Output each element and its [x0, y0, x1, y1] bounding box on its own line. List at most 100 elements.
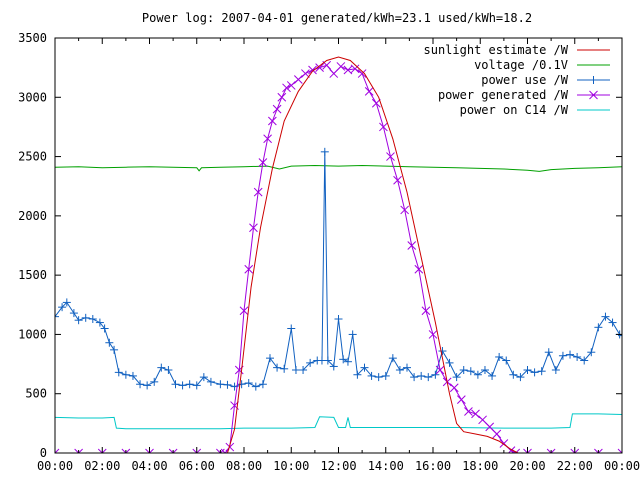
data-point [580, 356, 589, 365]
series-voltage-0-1v [55, 164, 622, 172]
data-point [566, 350, 575, 359]
data-point [320, 147, 329, 156]
data-point [485, 422, 495, 432]
data-point [128, 371, 137, 380]
data-point [178, 381, 187, 390]
data-point [438, 347, 447, 356]
data-point [267, 116, 277, 126]
data-point [452, 373, 461, 382]
data-point [239, 306, 249, 316]
x-tick-label: 22:00 [557, 459, 593, 473]
x-tick-label: 20:00 [509, 459, 545, 473]
data-point [456, 395, 466, 404]
data-point [495, 352, 504, 361]
data-point [291, 366, 300, 374]
data-point [81, 313, 90, 322]
series-line [55, 64, 622, 453]
data-point [258, 158, 268, 167]
series-power-on-c14-w [55, 413, 622, 430]
data-point [473, 370, 482, 379]
series-layer [55, 56, 622, 453]
data-point [357, 69, 367, 78]
data-point [315, 63, 324, 72]
chart-title: Power log: 2007-04-01 generated/kWh=23.1… [142, 11, 532, 25]
series-line [55, 56, 622, 453]
data-point [573, 352, 582, 361]
data-point [410, 373, 419, 382]
data-point [157, 363, 166, 372]
data-point [244, 264, 254, 274]
data-point [95, 318, 104, 327]
data-point [74, 316, 83, 325]
data-point [58, 303, 67, 312]
data-point [395, 366, 404, 374]
data-point [353, 370, 362, 379]
x-tick-label: 04:00 [131, 459, 167, 473]
data-point [393, 175, 402, 185]
data-point [400, 205, 410, 215]
data-point [386, 152, 395, 161]
series-line [55, 164, 622, 172]
legend-label: power on C14 /W [460, 103, 569, 117]
data-point [280, 364, 289, 373]
data-point [272, 104, 282, 114]
data-point [348, 330, 357, 339]
data-point [608, 318, 617, 327]
data-point [299, 366, 308, 374]
data-point [251, 382, 260, 391]
legend-label: voltage /0.1V [474, 58, 568, 72]
data-point [459, 366, 468, 374]
data-point [287, 324, 296, 333]
data-point [258, 380, 267, 389]
x-tick-label: 08:00 [226, 459, 262, 473]
data-point [502, 356, 511, 365]
data-point [282, 83, 291, 93]
data-point [136, 380, 145, 389]
data-point [509, 370, 518, 379]
data-point [249, 223, 258, 233]
data-point [480, 366, 489, 374]
legend-marker [589, 90, 598, 100]
y-tick-label: 500 [25, 387, 47, 401]
data-point [544, 348, 553, 357]
x-tick-label: 14:00 [368, 459, 404, 473]
y-tick-label: 2000 [18, 209, 47, 223]
x-tick-label: 10:00 [273, 459, 309, 473]
x-tick-label: 16:00 [415, 459, 451, 473]
data-point [143, 381, 152, 390]
data-point [449, 383, 459, 393]
data-point [428, 330, 438, 339]
data-point [206, 377, 215, 386]
data-point [617, 448, 622, 453]
data-point [343, 65, 353, 75]
data-point [523, 366, 532, 374]
data-point [100, 324, 109, 333]
series-power-use-w [55, 147, 622, 391]
data-point [171, 380, 180, 389]
data-point [334, 315, 343, 324]
data-point [546, 448, 556, 453]
legend-entry: sunlight estimate /W [424, 43, 610, 57]
data-point [336, 62, 346, 71]
data-point [339, 355, 348, 364]
data-point [114, 368, 123, 377]
data-point [618, 331, 622, 340]
data-point [223, 380, 232, 389]
data-point [343, 357, 352, 366]
data-point [192, 381, 201, 390]
data-point [55, 448, 60, 453]
data-point [587, 348, 596, 357]
data-point [105, 338, 114, 347]
data-point [417, 371, 426, 380]
data-point [466, 367, 475, 376]
data-point [379, 122, 388, 132]
data-point [435, 365, 445, 375]
series-power-generated-w [55, 60, 622, 453]
x-tick-label: 06:00 [179, 459, 215, 473]
data-point [329, 69, 339, 78]
legend-entry: voltage /0.1V [474, 58, 610, 72]
data-point [570, 448, 580, 453]
data-point [464, 407, 473, 416]
data-point [88, 315, 97, 324]
